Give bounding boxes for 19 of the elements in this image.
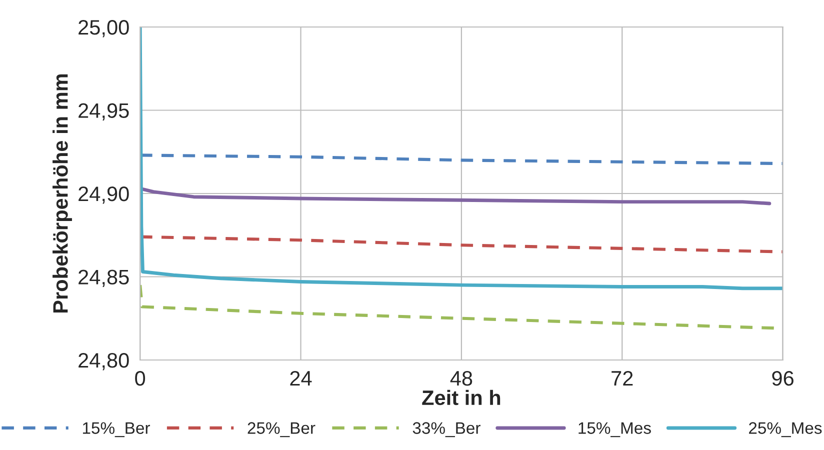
y-tick-label: 24,85 [78, 270, 129, 287]
legend-label: 15%_Mes [578, 422, 651, 438]
legend-label: 25%_Mes [749, 422, 822, 438]
line-series [140, 154, 783, 166]
legend-label: 15%_Ber [82, 422, 150, 438]
legend-label: 33%_Ber [412, 422, 480, 438]
x-axis-title: Zeit in h [422, 390, 500, 406]
x-tick-label: 48 [450, 370, 472, 386]
x-tick-label: 96 [772, 370, 794, 386]
y-tick-label: 25,00 [78, 20, 129, 38]
y-tick-label: 24,80 [78, 353, 129, 370]
legend-label: 25%_Ber [248, 422, 316, 438]
x-tick-label: 0 [135, 370, 146, 386]
y-tick-label: 24,95 [78, 103, 129, 120]
y-axis-title: Probekörperhöhe in mm [52, 74, 72, 312]
x-tick-label: 24 [290, 370, 312, 386]
line-series [140, 186, 772, 206]
y-tick-label: 24,90 [78, 186, 129, 204]
x-tick-label: 72 [612, 370, 633, 386]
